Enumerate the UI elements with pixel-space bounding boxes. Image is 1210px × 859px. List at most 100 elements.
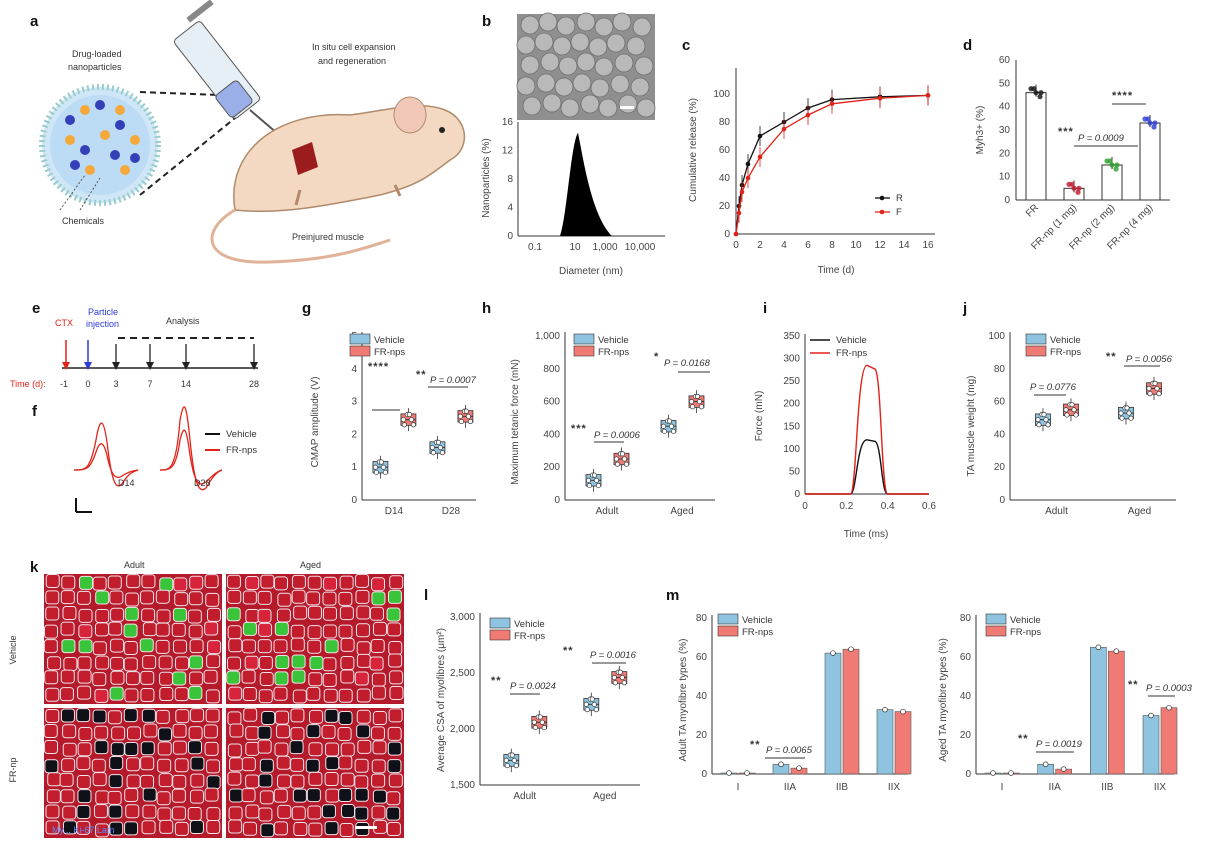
m2-plot-bar	[1090, 646, 1107, 775]
h-plot-point	[613, 456, 620, 462]
c-xtick: 6	[805, 240, 811, 251]
k-myofibre	[62, 724, 77, 739]
k-myofibre	[171, 788, 186, 803]
c-point	[877, 95, 883, 101]
panel-g-pval: P = 0.0007	[430, 375, 477, 386]
k-myofibre	[241, 669, 256, 684]
k-myofibre	[338, 755, 353, 770]
m2-plot-xtick: IIA	[1049, 782, 1062, 793]
np-label-2: nanoparticles	[68, 62, 122, 72]
k-myofibre	[140, 741, 155, 756]
g-plot-point	[372, 464, 378, 470]
k-myofibre	[77, 742, 92, 757]
panel-d-label: d	[963, 37, 972, 54]
panel-e: e CTX Particle injection Analysis Time (…	[10, 300, 259, 389]
k-myofibre	[308, 672, 323, 687]
g-plot-point	[463, 408, 469, 414]
d-bar	[1101, 164, 1123, 201]
b-ytick: 8	[507, 174, 513, 185]
panel-l-label: l	[424, 587, 428, 604]
k-myofibre	[157, 758, 172, 773]
m1-plot-xtick: IIA	[784, 782, 797, 793]
k-myofibre	[228, 638, 243, 653]
h-plot-point	[689, 404, 696, 410]
c-xtick: 14	[898, 240, 910, 251]
k-myofibre	[59, 772, 74, 787]
k-myofibre	[95, 790, 110, 805]
k-myofibre	[95, 655, 110, 670]
panel-h-pval1: P = 0.0006	[594, 430, 641, 441]
k-myofibre	[356, 709, 371, 724]
k-myofibre	[142, 804, 157, 819]
k-myofibre	[276, 755, 291, 770]
l-plot-xtick: Adult	[513, 791, 536, 802]
d-dot	[1113, 166, 1119, 172]
k-myofibre	[78, 624, 93, 639]
k-myofibre	[324, 708, 339, 723]
k-myofibre	[371, 805, 386, 820]
panel-g-sig1: ****	[368, 361, 389, 373]
j-plot-legend-label: Vehicle	[1050, 335, 1081, 346]
k-myofibre	[355, 573, 370, 588]
k-myofibre	[387, 622, 402, 637]
k-myofibre	[206, 654, 221, 669]
g-plot-legend-label: Vehicle	[374, 335, 405, 346]
k-myofibre	[109, 686, 124, 701]
k-myofibre	[388, 708, 403, 723]
h-plot-point	[668, 423, 675, 429]
k-myofibre	[323, 576, 338, 591]
k-myofibre	[205, 708, 220, 723]
c-point	[736, 210, 742, 216]
k-myofibre	[322, 591, 337, 606]
k-myofibre	[386, 607, 401, 622]
k-myofibre	[91, 758, 106, 773]
c-xtick: 10	[850, 240, 862, 251]
l-plot-ytick: 3,000	[450, 612, 475, 623]
k-myofibre	[77, 669, 92, 684]
l-plot-point	[503, 757, 509, 763]
h-plot-point	[585, 477, 592, 483]
k-myofibre	[356, 724, 371, 739]
insitu-label-2: and regeneration	[318, 56, 386, 66]
k-myofibre	[355, 623, 370, 638]
k-myofibre	[387, 759, 402, 774]
k-myofibre	[337, 727, 352, 742]
d-dot	[1037, 94, 1043, 100]
l-plot-legend-swatch	[489, 617, 511, 629]
k-myofibre	[387, 726, 402, 741]
panel-i-xlabel: Time (ms)	[844, 529, 889, 540]
panel-i: i 0 50 100 150 200 250 300 350 0 0.2 0.4 0.6 Force …	[754, 300, 936, 540]
k-myofibre	[371, 577, 386, 592]
k-myofibre	[76, 590, 91, 605]
k-myofibre	[354, 775, 369, 790]
j-plot-point	[1064, 412, 1070, 418]
k-myofibre	[372, 789, 387, 804]
k-myofibre	[370, 726, 385, 741]
i-trace-FR-nps	[805, 364, 929, 495]
k-myofibre	[371, 773, 386, 788]
g-plot-ytick: 0	[351, 495, 357, 506]
k-myofibre	[273, 821, 288, 836]
c-line-F	[735, 94, 929, 235]
panel-b-distribution	[560, 132, 612, 236]
panel-h-pval2: P = 0.0168	[664, 358, 711, 369]
k-myofibre	[372, 711, 387, 726]
k-myofibre	[140, 670, 155, 685]
g-plot-point	[430, 450, 436, 456]
h-plot-point	[696, 399, 703, 405]
j-plot-legend-swatch	[1025, 345, 1047, 357]
g-plot-ytick: 4	[351, 364, 357, 375]
k-myofibre	[189, 639, 204, 654]
d-dot	[1071, 185, 1077, 191]
k-myofibre	[290, 774, 305, 789]
k-myofibre	[226, 607, 241, 622]
k-myofibre	[62, 606, 77, 621]
k-myofibre	[241, 639, 256, 654]
m2-plot-point	[1166, 704, 1172, 711]
k-myofibre	[204, 621, 219, 636]
panel-m-ylabel-right: Aged TA myofibre types (%)	[938, 638, 949, 762]
l-plot-point	[539, 719, 545, 725]
i-xtick: 0.2	[839, 501, 853, 512]
j-plot-point	[1126, 410, 1132, 416]
m1-plot-ytick: 40	[696, 691, 708, 702]
